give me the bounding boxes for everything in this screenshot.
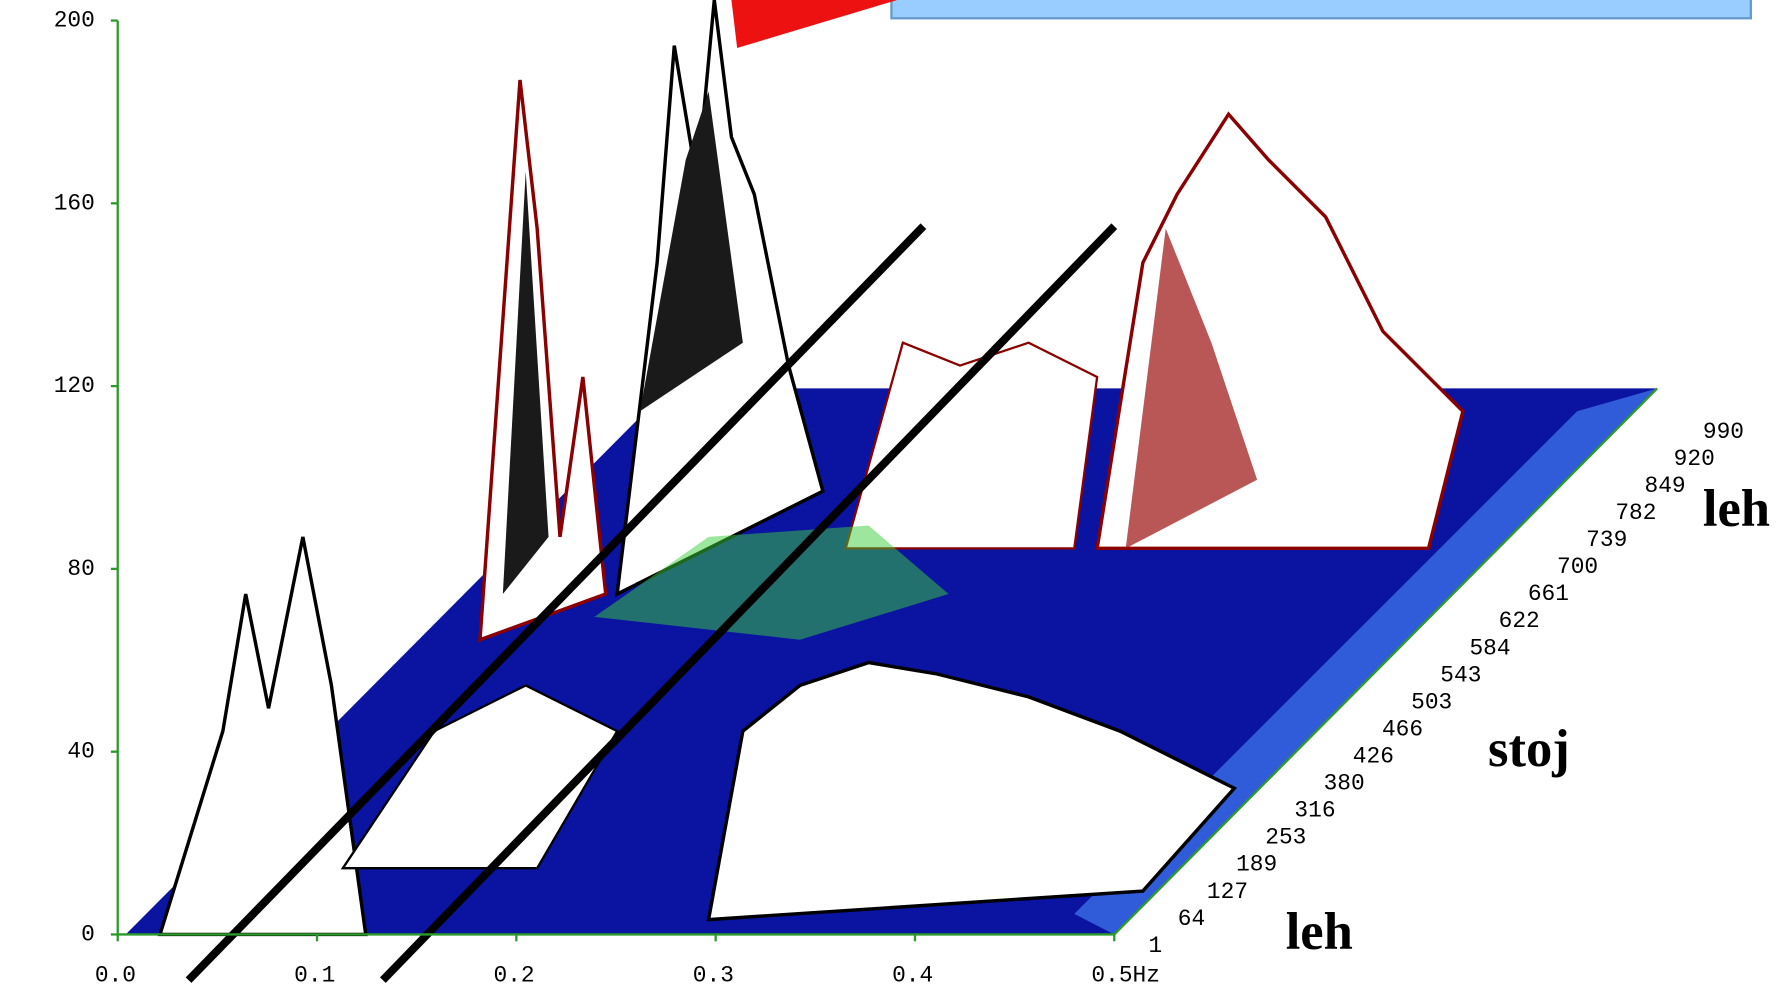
depth-tick-label: 1	[1149, 933, 1163, 959]
depth-tick-label: 990	[1703, 419, 1744, 445]
depth-tick-label: 316	[1294, 798, 1335, 824]
depth-tick-label: 64	[1178, 906, 1205, 932]
depth-tick-label: 189	[1236, 852, 1277, 878]
x-tick-label: 0.1	[294, 963, 335, 987]
x-tick-label: 0.3	[693, 963, 734, 987]
depth-tick-label: 739	[1586, 527, 1627, 553]
x-tick-label: 0.4	[892, 963, 933, 987]
y-tick-label: 160	[54, 190, 95, 216]
depth-tick-label: 380	[1324, 771, 1365, 797]
callout-box	[890, 0, 1752, 20]
surface	[125, 0, 1658, 937]
depth-tick-label: 253	[1265, 825, 1306, 851]
depth-tick-label: 466	[1382, 716, 1423, 742]
depth-tick-label: 849	[1645, 473, 1686, 499]
x-tick-label: 0.2	[493, 963, 534, 987]
depth-tick-label: 426	[1353, 744, 1394, 770]
y-tick-label: 200	[54, 8, 95, 34]
x-tick-label: 0.0	[95, 963, 136, 987]
callout-arrow	[731, 0, 898, 48]
depth-axis	[1113, 387, 1658, 936]
depth-tick-label: 782	[1615, 500, 1656, 526]
depth-tick-label: 622	[1499, 608, 1540, 634]
annotation: stoj	[1488, 720, 1570, 778]
depth-tick-label: 543	[1440, 662, 1481, 688]
annotation: leh	[1703, 480, 1770, 538]
depth-tick-label: 503	[1411, 689, 1452, 715]
marker-line	[185, 223, 927, 983]
depth-tick-label: 700	[1557, 554, 1598, 580]
depth-tick-label: 127	[1207, 879, 1248, 905]
y-tick-label: 40	[67, 739, 94, 765]
y-tick-label: 80	[67, 556, 94, 582]
marker-line	[379, 223, 1118, 983]
depth-tick-label: 661	[1528, 581, 1569, 607]
annotation: leh	[1286, 903, 1353, 961]
depth-tick-label: 584	[1469, 635, 1510, 661]
y-tick-label: 0	[81, 921, 95, 947]
y-tick-label: 120	[54, 373, 95, 399]
x-tick-label: 0.5Hz	[1091, 963, 1160, 987]
depth-tick-label: 920	[1674, 446, 1715, 472]
